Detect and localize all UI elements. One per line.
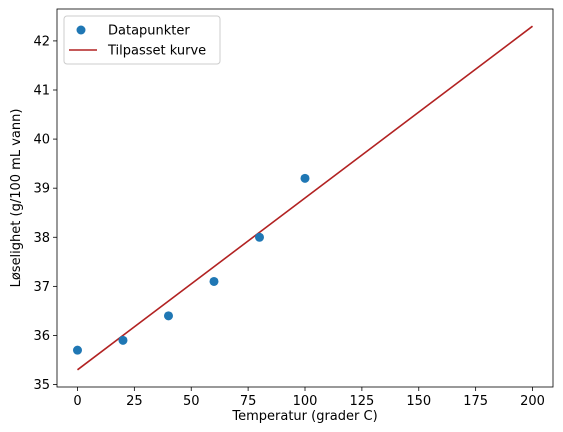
x-tick-label: 25 [126,394,143,409]
data-point [255,232,264,242]
axes: 0 25 50 75 100 125 150 175 200 35 36 37 38 39 40 41 42 [33,8,554,409]
data-point [209,276,219,286]
legend-label-tilpasset-kurve: Tilpasset kurve [107,44,206,59]
x-tick-label: 75 [240,394,257,409]
data-point [163,311,173,321]
x-tick-label: 125 [349,394,374,409]
plot-area [72,25,534,371]
x-tick-label: 100 [293,394,318,409]
y-tick-label: 39 [33,182,50,197]
x-tick-label: 50 [183,394,200,409]
x-tick-label: 200 [520,394,545,409]
y-tick-label: 40 [33,133,50,148]
legend-label-datapunkter: Datapunkter [108,24,190,39]
y-tick-label: 41 [33,84,50,99]
legend: Datapunkter Tilpasset kurve [63,15,221,65]
y-axis-label: Løselighet (g/100 mL vann) [9,109,24,288]
data-point [118,335,128,345]
y-tick-label: 37 [33,280,50,295]
y-tick-label: 38 [33,231,50,246]
legend-marker-datapunkter [76,25,86,35]
x-tick-label: 175 [463,394,488,409]
legend-box [63,15,221,65]
x-tick-label: 0 [73,394,81,409]
x-tick-label: 150 [406,394,431,409]
y-tick-label: 36 [33,329,50,344]
y-tick-label: 35 [33,378,50,393]
y-tick-label: 42 [33,34,50,49]
data-point [300,173,310,183]
data-point [72,345,82,355]
series-line-tilpasset-kurve [76,25,534,371]
x-axis-label: Temperatur (grader C) [231,409,377,424]
